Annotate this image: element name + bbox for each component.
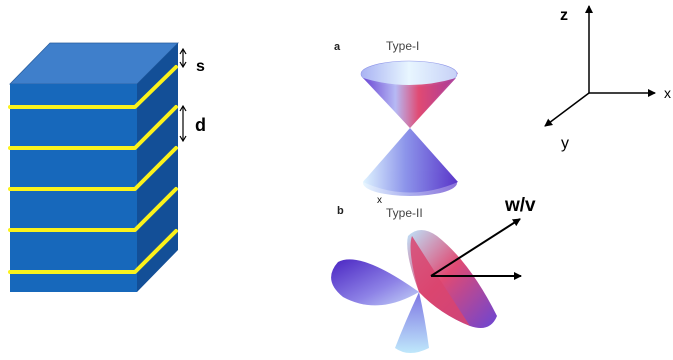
small-x-mark: x bbox=[377, 195, 382, 206]
panel-a-letter: a bbox=[334, 41, 341, 53]
layered-block: s d bbox=[8, 42, 206, 292]
block-layer-lines bbox=[8, 65, 178, 274]
d-label: d bbox=[195, 115, 206, 135]
coordinate-axes: z x y bbox=[544, 5, 671, 152]
layer-line bbox=[8, 187, 178, 232]
w-over-v-label: w/v bbox=[504, 195, 536, 216]
s-label: s bbox=[196, 58, 205, 75]
panel-a-title: Type-I bbox=[386, 39, 419, 53]
upper-cone-front bbox=[363, 78, 456, 128]
lower-cone-rim bbox=[363, 170, 457, 196]
z-axis-label: z bbox=[560, 7, 568, 24]
right-lobe-facet bbox=[410, 236, 470, 326]
w-over-v-arrow bbox=[430, 218, 521, 277]
right-lobe bbox=[407, 230, 497, 329]
layer-line bbox=[8, 229, 178, 274]
type-ii-panel: b Type-II w/v bbox=[331, 195, 536, 353]
left-lobe bbox=[331, 259, 419, 306]
lower-lobe bbox=[395, 292, 429, 353]
y-axis bbox=[544, 92, 590, 127]
type-i-panel: a Type-I x bbox=[334, 39, 458, 206]
d-marker bbox=[179, 104, 187, 143]
panel-b-title: Type-II bbox=[386, 206, 423, 220]
panel-b-letter: b bbox=[337, 205, 344, 217]
layer-line bbox=[8, 146, 178, 191]
y-axis-label: y bbox=[561, 135, 569, 152]
x-axis-label: x bbox=[664, 85, 671, 101]
s-marker bbox=[179, 47, 187, 69]
layer-line bbox=[8, 105, 178, 150]
layer-line bbox=[8, 65, 178, 109]
